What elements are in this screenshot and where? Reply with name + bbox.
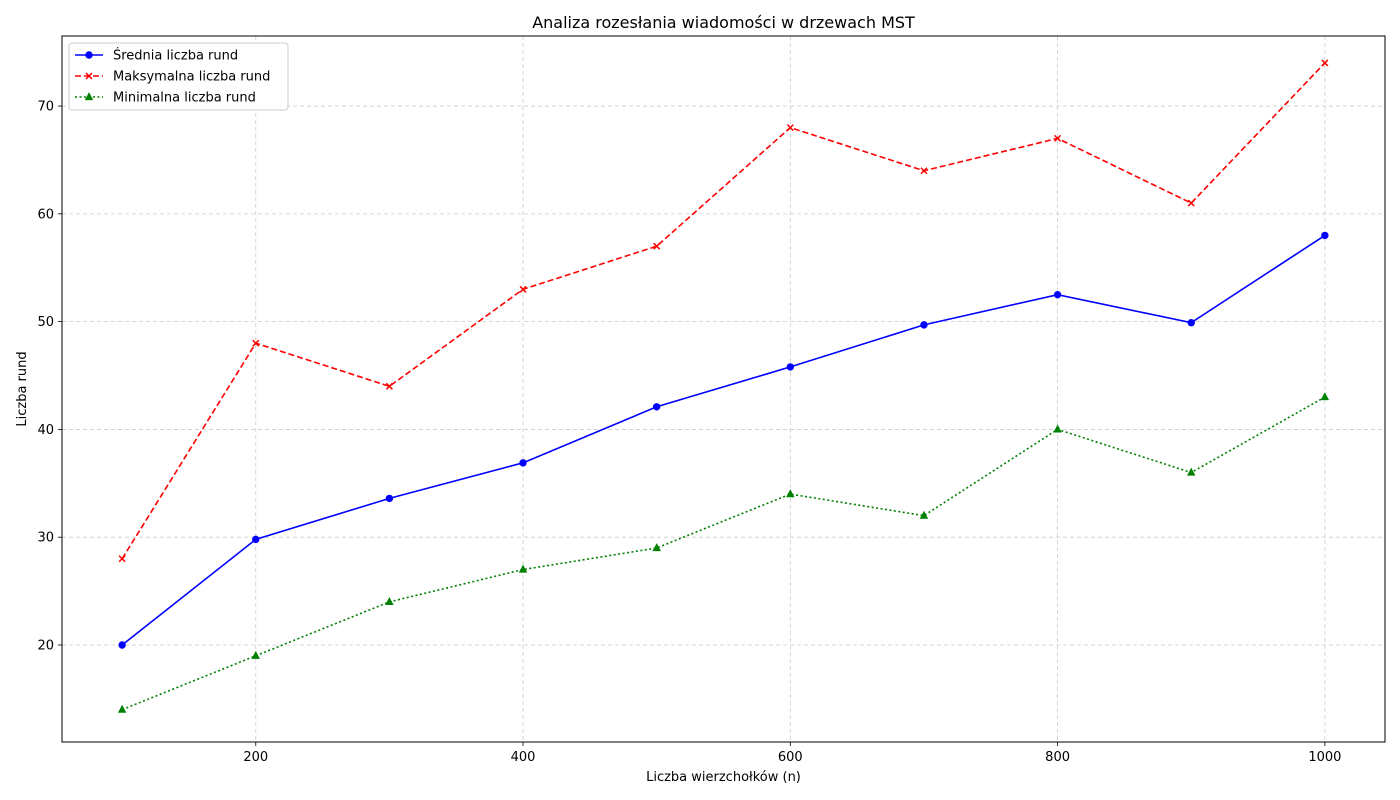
data-point xyxy=(519,459,527,467)
legend-entry: Maksymalna liczba rund xyxy=(75,70,270,85)
data-point xyxy=(919,510,929,519)
data-point xyxy=(252,339,260,347)
data-point xyxy=(1320,392,1330,401)
data-point xyxy=(385,382,393,390)
legend-entry: Średnia liczba rund xyxy=(75,48,238,64)
series-0 xyxy=(118,231,1329,649)
y-tick-label: 50 xyxy=(37,315,54,330)
data-point xyxy=(385,494,394,503)
legend-marker xyxy=(85,51,93,59)
x-tick-label: 1000 xyxy=(1308,750,1341,765)
series-1 xyxy=(118,59,1329,563)
data-point xyxy=(786,489,795,498)
data-point xyxy=(1053,290,1062,299)
data-point xyxy=(920,321,928,329)
legend-entry: Minimalna liczba rund xyxy=(75,91,256,106)
series-line xyxy=(121,62,1326,560)
series-layer xyxy=(117,59,1330,713)
y-tick-label: 20 xyxy=(37,638,54,653)
data-point xyxy=(920,167,928,175)
data-point xyxy=(519,285,527,293)
data-point xyxy=(652,543,661,552)
series-line xyxy=(121,234,1326,646)
y-axis: 20 30 40 50 60 70 xyxy=(37,100,62,653)
data-point xyxy=(786,124,794,132)
legend: Średnia liczba rund Maksymalna liczba run… xyxy=(68,42,289,111)
data-point xyxy=(117,704,127,713)
data-point xyxy=(118,555,126,563)
grid xyxy=(62,36,1385,742)
legend-label: Maksymalna liczba rund xyxy=(113,70,270,85)
legend-box xyxy=(68,42,289,111)
data-point xyxy=(652,403,661,411)
y-tick-label: 70 xyxy=(37,100,54,115)
data-point xyxy=(1321,59,1329,67)
data-point xyxy=(1321,231,1329,240)
legend-label: Minimalna liczba rund xyxy=(113,91,256,106)
x-tick-label: 600 xyxy=(778,750,803,765)
y-axis-title: Liczba rund xyxy=(15,351,30,426)
data-point xyxy=(1187,319,1195,327)
legend-label: Średnia liczba rund xyxy=(113,48,238,64)
y-tick-label: 60 xyxy=(37,207,54,222)
x-tick-label: 400 xyxy=(511,750,536,765)
chart-title: Analiza rozesłania wiadomości w drzewach… xyxy=(532,13,915,32)
x-tick-label: 200 xyxy=(243,750,268,765)
series-2 xyxy=(117,392,1330,713)
legend-marker xyxy=(84,92,94,101)
data-point xyxy=(786,363,795,371)
data-point xyxy=(252,535,260,544)
y-tick-label: 30 xyxy=(37,531,54,546)
data-point xyxy=(251,650,261,659)
data-point xyxy=(518,564,528,573)
data-point xyxy=(118,641,126,649)
data-point xyxy=(1054,134,1062,142)
y-tick-label: 40 xyxy=(37,423,54,438)
x-tick-label: 800 xyxy=(1045,750,1070,765)
data-point xyxy=(653,242,661,250)
data-point xyxy=(1187,199,1195,207)
series-line xyxy=(121,396,1326,711)
legend-marker xyxy=(85,72,93,80)
data-point xyxy=(1053,424,1062,433)
x-axis-title: Liczba wierzchołków (n) xyxy=(646,770,801,785)
plot-area-frame xyxy=(61,35,1386,743)
data-point xyxy=(385,597,394,605)
x-axis: 200 400 600 800 1000 xyxy=(243,742,1341,765)
data-point xyxy=(1186,467,1196,476)
